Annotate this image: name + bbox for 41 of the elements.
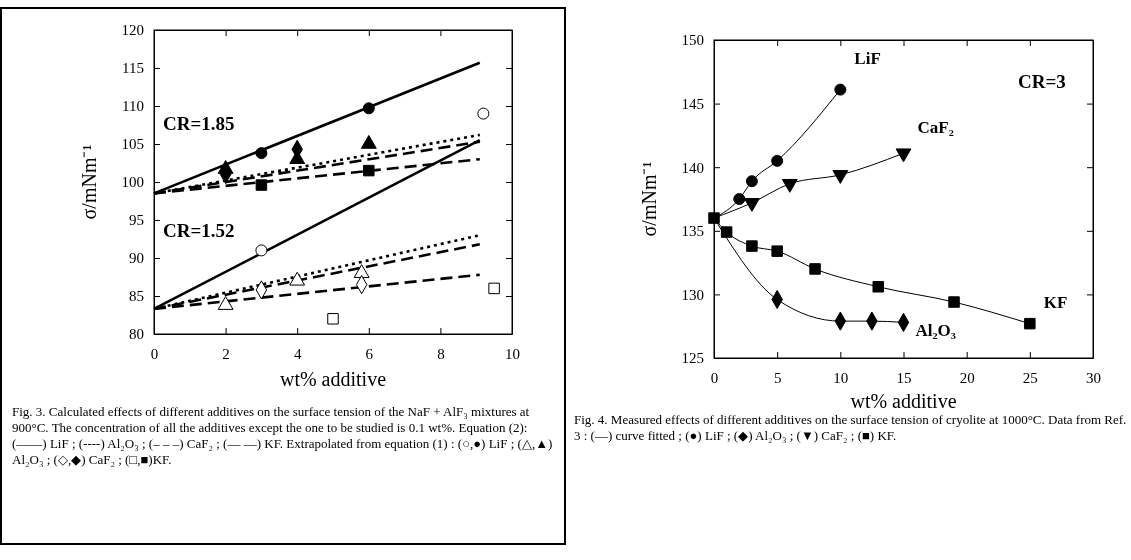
series-label: Al₂O₃ bbox=[915, 321, 956, 341]
y-tick-label: 135 bbox=[681, 223, 704, 240]
x-tick-label: 4 bbox=[293, 345, 302, 362]
x-axis-title: wt% additive bbox=[850, 390, 957, 412]
legend-label: KF bbox=[1043, 292, 1068, 312]
y-tick-label: 150 bbox=[681, 32, 704, 49]
x-tick-label: 0 bbox=[710, 369, 719, 386]
x-tick-label: 20 bbox=[959, 369, 975, 386]
x-tick-label: 15 bbox=[896, 369, 912, 386]
y-tick-label: 130 bbox=[681, 286, 704, 303]
x-tick-label: 10 bbox=[833, 369, 849, 386]
annotation: CR=3 bbox=[1018, 71, 1066, 92]
annotation: CR=1.52 bbox=[163, 220, 235, 241]
y-axis-title: σ/mNm⁻¹ bbox=[638, 161, 660, 237]
y-tick-label: 100 bbox=[121, 174, 144, 191]
x-tick-label: 25 bbox=[1022, 369, 1038, 386]
x-tick-label: 6 bbox=[365, 345, 374, 362]
y-tick-label: 90 bbox=[129, 250, 144, 267]
y-tick-label: 80 bbox=[129, 326, 144, 343]
y-axis-title: σ/mNm⁻¹ bbox=[78, 144, 100, 220]
series-label: CaF₂ bbox=[917, 118, 954, 138]
y-tick-label: 85 bbox=[129, 288, 144, 305]
x-tick-label: 8 bbox=[437, 345, 445, 362]
series-label: LiF bbox=[854, 48, 881, 68]
y-tick-label: 115 bbox=[122, 60, 144, 77]
y-tick-label: 125 bbox=[681, 350, 704, 367]
annotation: CR=1.85 bbox=[163, 113, 235, 134]
x-tick-label: 2 bbox=[222, 345, 230, 362]
y-tick-label: 120 bbox=[121, 22, 144, 39]
caption: Fig. 4. Measured effects of different additives on the surface tension of cryolite at 1000°C. Data from Ref. 3 : (—) curve fitted ; (●) LiF ; (◆) Al₂O₃ ; (▼) CaF₂ ; (■) KF. bbox=[574, 412, 1128, 444]
x-axis-title: wt% additive bbox=[279, 368, 387, 390]
y-tick-label: 145 bbox=[681, 95, 704, 112]
y-tick-label: 110 bbox=[122, 98, 144, 115]
y-tick-label: 105 bbox=[121, 136, 144, 153]
caption: Fig. 3. Calculated effects of different additives on the surface tension of the NaF + AlF₃ mixtures at 900°C. The concentration of all the additives except the one to be studied is 0.1 wt%. Equation (2): (——) LiF ; (----) Al₂O₃ ; (– – –) CaF₂ ; (— —) KF. Extrapolated from equation (1) : (○,●) LiF ; (△,▲) Al₂O₃ ; (◇,◆) CaF₂ ; (□,■)KF. bbox=[12, 404, 554, 468]
x-tick-label: 5 bbox=[773, 369, 782, 386]
y-tick-label: 140 bbox=[681, 159, 704, 176]
y-tick-label: 95 bbox=[129, 212, 144, 229]
x-tick-label: 10 bbox=[505, 345, 520, 362]
x-tick-label: 30 bbox=[1086, 369, 1101, 386]
x-tick-label: 0 bbox=[150, 345, 159, 362]
